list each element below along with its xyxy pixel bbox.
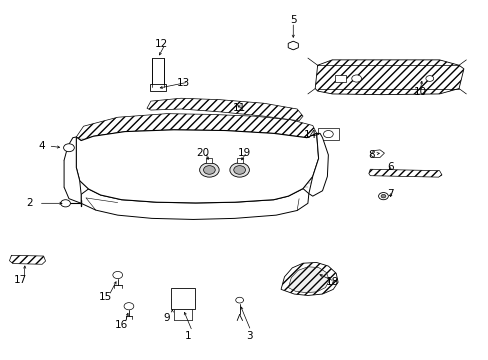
Text: 16: 16 <box>115 320 128 330</box>
Text: 6: 6 <box>386 162 393 172</box>
Polygon shape <box>281 262 337 296</box>
Circle shape <box>378 193 387 200</box>
Text: 10: 10 <box>413 87 426 97</box>
Circle shape <box>61 200 70 207</box>
Text: 17: 17 <box>14 275 27 285</box>
Text: 11: 11 <box>232 103 246 113</box>
Bar <box>317 129 338 140</box>
Bar <box>236 158 242 163</box>
Circle shape <box>229 163 249 177</box>
Bar <box>206 158 212 163</box>
Text: 12: 12 <box>155 39 168 49</box>
Polygon shape <box>287 41 298 50</box>
Circle shape <box>288 42 298 49</box>
Text: 19: 19 <box>237 148 251 158</box>
Text: 4: 4 <box>39 141 45 151</box>
Circle shape <box>199 163 219 177</box>
Polygon shape <box>288 267 329 293</box>
Polygon shape <box>76 114 316 140</box>
Text: 7: 7 <box>386 189 393 199</box>
Polygon shape <box>308 134 328 196</box>
Circle shape <box>425 76 433 81</box>
Polygon shape <box>9 255 45 264</box>
Circle shape <box>203 166 215 174</box>
Text: 2: 2 <box>26 198 33 208</box>
Text: 9: 9 <box>163 313 169 323</box>
Polygon shape <box>64 137 81 203</box>
Polygon shape <box>369 150 384 157</box>
Bar <box>152 58 163 87</box>
Polygon shape <box>147 98 303 121</box>
Circle shape <box>124 303 134 310</box>
Bar <box>171 288 194 309</box>
Text: 1: 1 <box>185 331 191 341</box>
Circle shape <box>351 75 361 82</box>
Text: 13: 13 <box>177 78 190 88</box>
Polygon shape <box>368 169 441 177</box>
Circle shape <box>235 297 243 303</box>
Text: 18: 18 <box>325 277 338 287</box>
Text: 14: 14 <box>303 130 316 140</box>
Circle shape <box>323 131 332 138</box>
Text: 3: 3 <box>245 331 252 341</box>
Text: 5: 5 <box>289 15 296 26</box>
Polygon shape <box>81 189 308 220</box>
Polygon shape <box>76 130 318 203</box>
Circle shape <box>113 271 122 279</box>
Circle shape <box>63 144 74 152</box>
Polygon shape <box>315 60 463 95</box>
Bar <box>334 75 345 82</box>
Text: 15: 15 <box>99 292 112 302</box>
Circle shape <box>380 194 385 198</box>
Text: 20: 20 <box>196 148 209 158</box>
Text: 8: 8 <box>367 150 374 160</box>
Circle shape <box>233 166 245 174</box>
Bar <box>150 84 166 91</box>
